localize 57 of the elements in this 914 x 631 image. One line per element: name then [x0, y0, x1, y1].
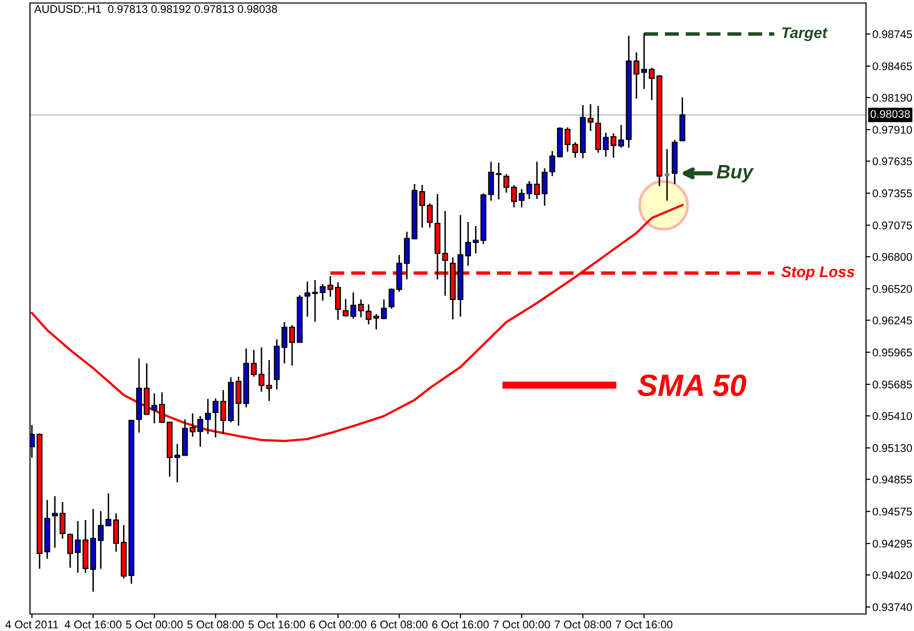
- y-tick-label: 0.94855: [872, 476, 912, 484]
- chart-title: AUDUSD:,H1 0.97813 0.98192 0.97813 0.98038: [34, 5, 278, 14]
- y-tick-label: 0.95410: [872, 412, 912, 420]
- y-tick-label: 0.97635: [872, 157, 912, 166]
- candlestick: [388, 288, 394, 310]
- y-tick-label: 0.95965: [872, 348, 912, 356]
- candlestick: [197, 415, 204, 448]
- y-tick-label: 0.94295: [872, 540, 912, 548]
- y-tick-label: 0.93740: [872, 603, 912, 612]
- candlestick: [220, 389, 226, 435]
- x-tick-label: 6 Oct 08:00: [371, 620, 428, 628]
- y-tick-label: 0.97910: [872, 126, 912, 134]
- candlestick: [572, 142, 578, 158]
- y-tick-label: 0.94575: [872, 508, 912, 516]
- ref-line-label: 0.98038: [870, 110, 910, 118]
- y-tick-label: 0.98745: [872, 30, 912, 38]
- y-tick-label: 0.94020: [872, 571, 912, 580]
- candlestick: [526, 180, 532, 200]
- candlestick: [373, 313, 380, 330]
- candlestick: [67, 532, 74, 568]
- candlestick: [472, 225, 479, 254]
- legend-label: SMA 50: [638, 374, 746, 396]
- candlestick: [212, 398, 218, 438]
- x-tick-label: 7 Oct 08:00: [554, 620, 612, 628]
- x-tick-label: 7 Oct 00:00: [494, 620, 550, 628]
- candlestick: [320, 283, 326, 302]
- x-tick-label: 4 Oct 16:00: [64, 620, 122, 628]
- candlestick: [426, 202, 433, 228]
- candlestick: [204, 398, 211, 435]
- x-tick-label: 4 Oct 2011: [5, 620, 58, 628]
- y-tick-label: 0.97355: [872, 189, 912, 198]
- candlestick: [350, 292, 356, 320]
- x-tick-label: 5 Oct 00:00: [126, 620, 183, 628]
- x-tick-label: 7 Oct 16:00: [616, 620, 672, 628]
- y-tick-label: 0.95130: [872, 444, 912, 452]
- x-tick-label: 5 Oct 16:00: [248, 620, 306, 628]
- y-tick-label: 0.96245: [872, 316, 912, 324]
- candlestick: [342, 298, 349, 318]
- y-tick-label: 0.97075: [872, 221, 912, 230]
- candlestick: [648, 66, 655, 101]
- y-tick-label: 0.95685: [872, 380, 912, 388]
- candlestick: [496, 162, 502, 200]
- candlestick: [174, 443, 180, 484]
- x-tick-label: 5 Oct 08:00: [187, 620, 244, 628]
- y-tick-label: 0.98465: [872, 62, 912, 70]
- candlestick: [380, 298, 387, 320]
- y-tick-label: 0.96800: [872, 252, 912, 261]
- y-tick-label: 0.98190: [872, 94, 912, 102]
- candlestick: [663, 148, 671, 202]
- x-tick-label: 6 Oct 00:00: [310, 620, 366, 628]
- y-tick-label: 0.96520: [872, 285, 912, 293]
- series-label: Stop Loss: [781, 266, 854, 280]
- x-tick-label: 6 Oct 16:00: [432, 620, 489, 628]
- candlestick: [549, 150, 556, 177]
- candlestick: [98, 510, 104, 570]
- annotation: Buy: [716, 165, 754, 182]
- series-label: Target: [782, 27, 828, 42]
